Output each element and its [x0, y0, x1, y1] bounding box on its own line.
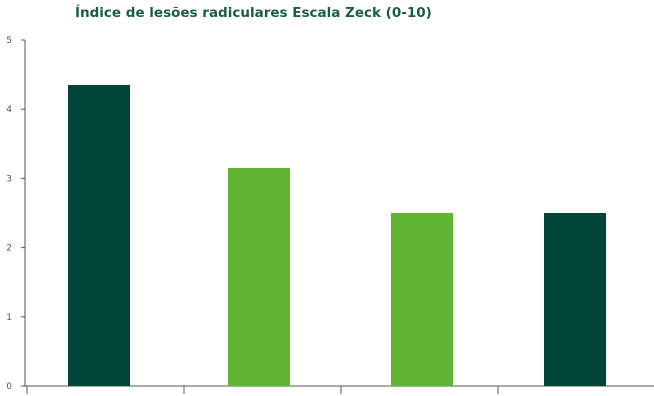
y-tick-label: 0: [6, 382, 12, 392]
y-tick-label: 3: [6, 174, 12, 184]
y-axis: 0 1 2 3 4 5: [6, 36, 26, 392]
bar: [544, 213, 606, 386]
bar: [391, 213, 453, 386]
y-tick-label: 4: [6, 105, 12, 115]
y-tick-label: 2: [6, 244, 12, 254]
y-tick-label: 5: [6, 36, 12, 46]
x-axis: [25, 385, 654, 394]
bar: [228, 168, 290, 386]
chart-title: Índice de lesões radiculares Escala Zeck…: [75, 5, 432, 21]
bar: [68, 84, 130, 386]
bars: [68, 84, 606, 386]
y-tick-label: 1: [6, 313, 12, 323]
